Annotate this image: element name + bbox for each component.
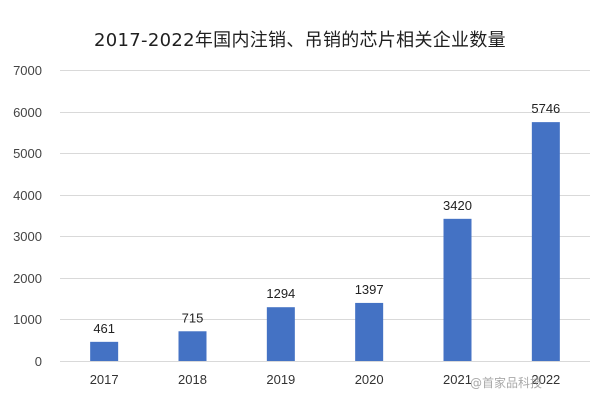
bars — [90, 122, 560, 361]
watermark-text: @首家品科技 — [470, 376, 543, 390]
x-axis: 2017 2018 2019 2020 2021 2022 — [90, 372, 561, 387]
gridlines — [60, 70, 590, 362]
data-label-2020: 1397 — [355, 282, 384, 297]
bar-2021 — [443, 218, 472, 361]
data-labels: 461 715 1294 1397 3420 5746 — [93, 101, 560, 336]
y-tick-label: 2000 — [13, 271, 42, 286]
y-tick-label: 7000 — [13, 63, 42, 78]
chart-title: 2017-2022年国内注销、吊销的芯片相关企业数量 — [94, 30, 506, 51]
y-tick-label: 0 — [35, 354, 42, 369]
bar-2022 — [531, 122, 560, 361]
x-tick-label-2020: 2020 — [355, 372, 384, 387]
x-tick-label-2022: 2022 — [531, 372, 560, 387]
y-tick-label: 5000 — [13, 146, 42, 161]
bar-2020 — [355, 302, 384, 361]
data-label-2018: 715 — [182, 310, 204, 325]
y-tick-label: 3000 — [13, 229, 42, 244]
x-tick-label-2017: 2017 — [90, 372, 119, 387]
y-tick-label: 1000 — [13, 312, 42, 327]
x-tick-label-2021: 2021 — [443, 372, 472, 387]
y-tick-label: 6000 — [13, 105, 42, 120]
bar-2019 — [266, 307, 295, 361]
y-tick-label: 4000 — [13, 188, 42, 203]
data-label-2021: 3420 — [443, 198, 472, 213]
y-axis: 0 1000 2000 3000 4000 5000 6000 7000 — [13, 63, 42, 369]
bar-2018 — [178, 331, 207, 361]
data-label-2017: 461 — [93, 321, 115, 336]
data-label-2019: 1294 — [266, 286, 295, 301]
x-tick-label-2018: 2018 — [178, 372, 207, 387]
bar-2017 — [90, 341, 119, 361]
data-label-2022: 5746 — [531, 101, 560, 116]
x-tick-label-2019: 2019 — [266, 372, 295, 387]
